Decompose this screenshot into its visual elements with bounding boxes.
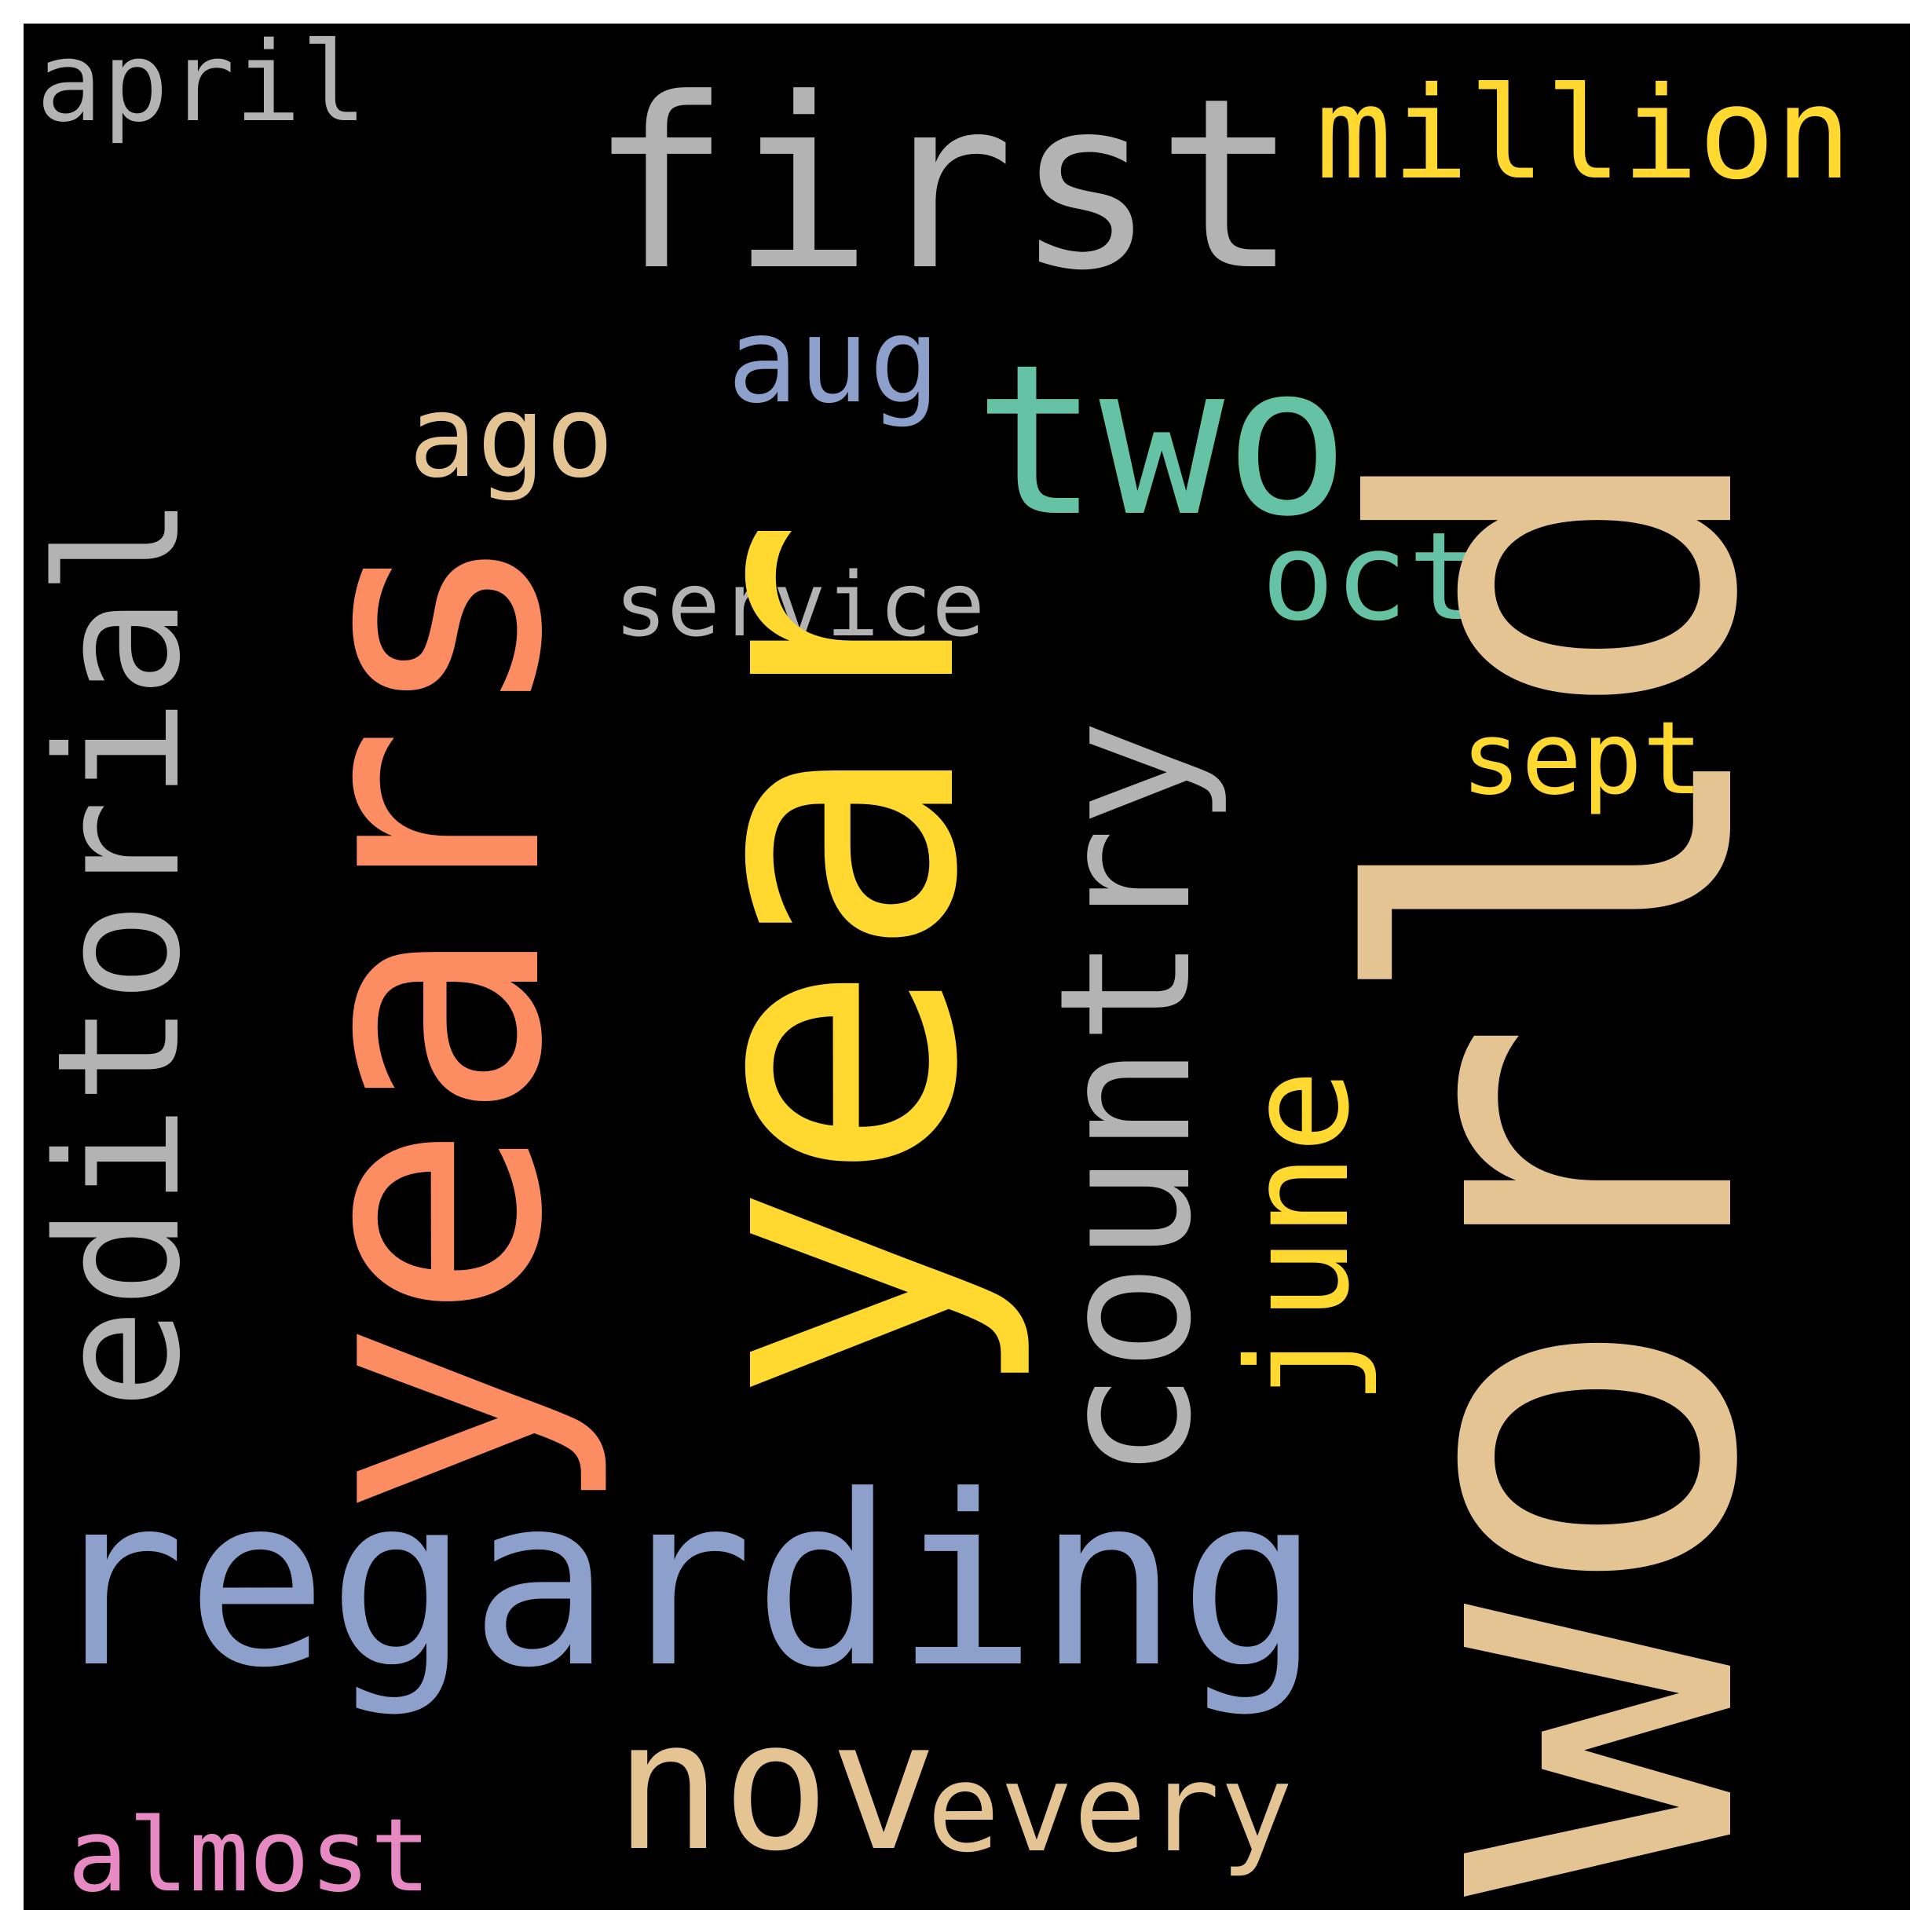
word-sept: sept [1461, 701, 1703, 818]
word-first: first [589, 48, 1299, 322]
word-editorial: editorial [24, 495, 218, 1410]
word-years: years [232, 526, 616, 1520]
word-nov: nov [614, 1681, 938, 1890]
word-oct: oct [1261, 506, 1481, 648]
word-million: million [1315, 60, 1852, 208]
word-two: two [974, 320, 1350, 562]
word-country: country [1022, 719, 1231, 1480]
word-every: every [927, 1737, 1293, 1879]
word-almost: almost [68, 1798, 431, 1910]
word-regarding: regarding [44, 1445, 1321, 1719]
word-world: world [1279, 430, 1846, 1897]
word-year: year [609, 517, 1039, 1406]
word-june: june [1217, 1069, 1380, 1406]
word-cloud-canvas: april first million aug two ago oct serv… [24, 24, 1910, 1910]
word-service: service [614, 554, 986, 657]
word-ago: ago [408, 371, 614, 503]
word-aug: aug [727, 293, 940, 430]
word-april: april [36, 24, 368, 147]
